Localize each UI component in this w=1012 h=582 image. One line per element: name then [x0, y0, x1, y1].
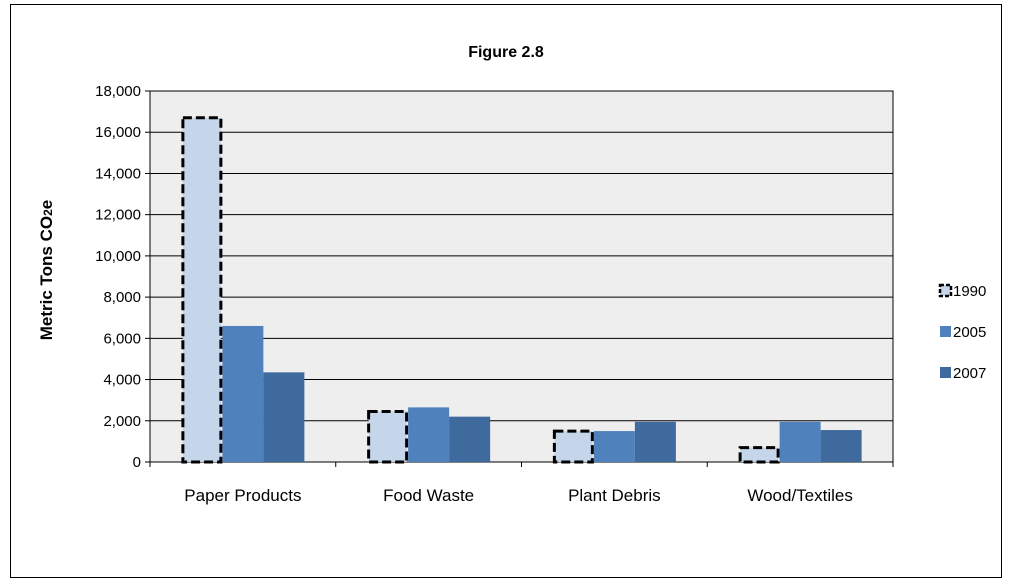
y-tick-label: 0: [133, 454, 141, 471]
y-tick-label: 12,000: [95, 207, 141, 224]
y-tick-label: 14,000: [95, 165, 141, 182]
legend-label-2007: 2007: [953, 365, 986, 382]
y-tick-label: 4,000: [103, 372, 141, 389]
y-tick-label: 8,000: [103, 289, 141, 306]
bar-2007-paper-products: [263, 372, 305, 462]
x-category-label: Plant Debris: [568, 486, 661, 505]
y-tick-label: 16,000: [95, 124, 141, 141]
x-category-label: Paper Products: [184, 486, 301, 505]
bar-2007-food-waste: [449, 416, 491, 462]
bar-2007-plant-debris: [634, 421, 676, 462]
bar-1990-paper-products: [181, 116, 223, 464]
y-axis-ticks: 0 2,000 4,000 6,000 8,000 10,000 12,000 14,000 1…: [95, 83, 150, 471]
legend: 1990 2005 2007: [938, 283, 986, 382]
legend-swatch-2007: [940, 367, 951, 378]
y-tick-label: 10,000: [95, 248, 141, 265]
x-axis-categories: Paper Products Food Waste Plant Debris Wood…: [149, 462, 894, 505]
x-category-label: Wood/Textiles: [747, 486, 853, 505]
bar-2005-food-waste: [408, 407, 450, 462]
bar-2005-paper-products: [222, 325, 264, 462]
bars: [181, 116, 862, 464]
y-tick-label: 6,000: [103, 330, 141, 347]
x-category-label: Food Waste: [383, 486, 474, 505]
legend-label-1990: 1990: [953, 283, 986, 300]
legend-swatch-1990: [938, 283, 953, 298]
y-axis-label: Metric Tons CO2e: [37, 200, 56, 341]
legend-label-2005: 2005: [953, 324, 986, 341]
y-tick-label: 2,000: [103, 413, 141, 430]
bar-1990-wood-textiles: [738, 446, 780, 464]
bar-1990-food-waste: [367, 410, 409, 464]
chart-title: Figure 2.8: [468, 44, 544, 61]
bar-2005-wood-textiles: [779, 421, 821, 462]
legend-swatch-2005: [940, 326, 951, 337]
bar-2007-wood-textiles: [820, 430, 862, 462]
y-tick-label: 18,000: [95, 83, 141, 100]
bar-1990-plant-debris: [552, 429, 594, 464]
bar-2005-plant-debris: [593, 431, 635, 462]
